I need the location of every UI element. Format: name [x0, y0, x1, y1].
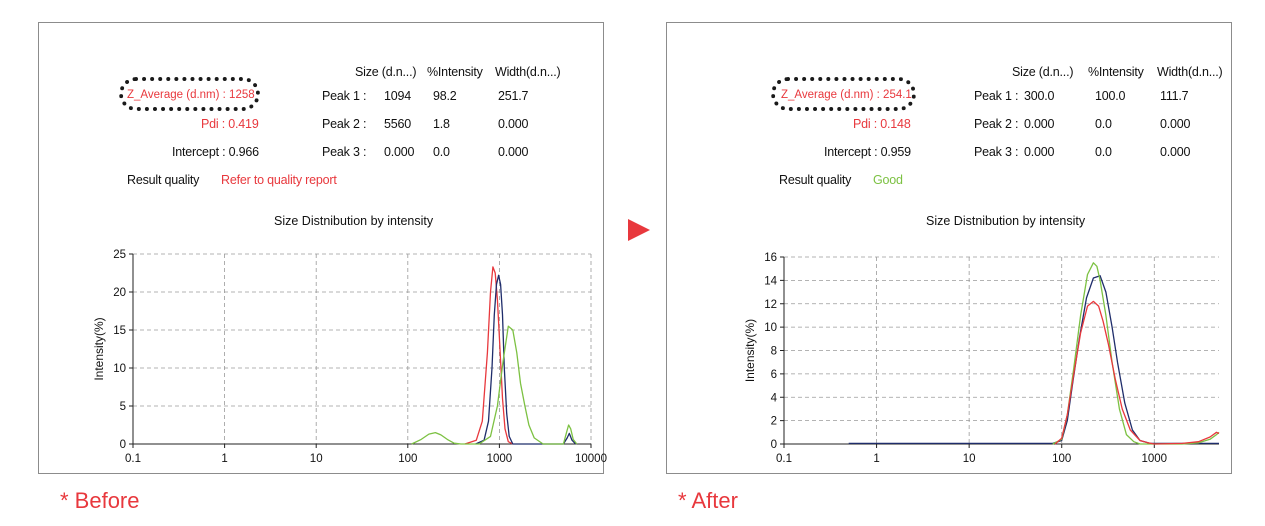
x-tick-label: 1000 [1141, 453, 1167, 465]
series-line-3 [411, 325, 578, 445]
peak-3-width: 0.000 [1160, 145, 1191, 159]
x-tick-label: 100 [1052, 453, 1071, 465]
series-line-2 [475, 274, 577, 445]
result-quality-value: Refer to quality report [221, 173, 337, 187]
peak-1-label: Peak 1 : [974, 89, 1019, 103]
x-tick-label: 10 [963, 453, 976, 465]
peak-2-width: 0.000 [1160, 117, 1191, 131]
peak-3-intensity: 0.0 [433, 145, 450, 159]
x-tick-label: 1 [221, 453, 227, 465]
column-header-size: Size (d.n...) [355, 65, 417, 79]
caption-before: * Before [60, 488, 140, 513]
peak-1-label: Peak 1 : [322, 89, 367, 103]
series-line-3 [1054, 300, 1220, 445]
size-distribution-chart-before: 0 5 10 15 20 25 0.1 1 10 100 1000 10000 Intensity(%) [92, 249, 607, 465]
series-line-1 [464, 266, 514, 445]
column-header-intensity: %Intensity [1088, 65, 1144, 79]
chart-title: Size Distnibution by intensity [926, 214, 1086, 228]
peak-2-size: 0.000 [1024, 117, 1055, 131]
peak-3-width: 0.000 [498, 145, 529, 159]
peak-2-size: 5560 [384, 117, 412, 131]
y-tick-label: 5 [120, 401, 126, 413]
y-tick-label: 12 [764, 299, 777, 311]
before-panel: Size (d.n...) %Intensity Width(d.n...) Z… [38, 22, 607, 474]
y-axis-label: Intensity(%) [92, 317, 106, 380]
x-tick-label: 0.1 [776, 453, 792, 465]
x-tick-label: 10 [310, 453, 323, 465]
intercept-value: Intercept : 0.959 [824, 145, 911, 159]
peak-1-intensity: 98.2 [433, 89, 457, 103]
x-tick-label: 1 [873, 453, 879, 465]
z-average-value: Z_Average (d.nm) : 1258 [127, 89, 255, 101]
z-average-highlight [119, 77, 260, 111]
column-header-intensity: %Intensity [427, 65, 483, 79]
peak-3-size: 0.000 [1024, 145, 1055, 159]
series-line-1 [848, 275, 1219, 445]
y-tick-label: 15 [113, 325, 126, 337]
y-tick-label: 25 [113, 249, 126, 261]
peak-3-size: 0.000 [384, 145, 415, 159]
y-tick-label: 8 [771, 346, 777, 358]
z-average-value: Z_Average (d.nm) : 254.1 [781, 89, 912, 101]
y-tick-label: 16 [764, 252, 777, 264]
peak-2-label: Peak 2 : [974, 117, 1019, 131]
peak-2-intensity: 0.0 [1095, 117, 1112, 131]
peak-3-intensity: 0.0 [1095, 145, 1112, 159]
y-tick-label: 14 [764, 275, 777, 287]
peak-2-intensity: 1.8 [433, 117, 450, 131]
column-header-width: Width(d.n...) [495, 65, 561, 79]
peak-1-size: 300.0 [1024, 89, 1055, 103]
x-tick-label: 0.1 [125, 453, 141, 465]
y-tick-label: 0 [120, 439, 126, 451]
size-distribution-chart-after: 0 2 4 6 8 10 12 14 16 0.1 1 10 100 1000 Intensity(%) [743, 252, 1220, 465]
result-quality-label: Result quality [779, 173, 852, 187]
x-tick-label: 10000 [575, 453, 607, 465]
peak-2-width: 0.000 [498, 117, 529, 131]
y-tick-label: 2 [771, 416, 777, 428]
peak-1-width: 111.7 [1160, 89, 1189, 103]
peak-3-label: Peak 3 : [322, 145, 367, 159]
peak-2-label: Peak 2 : [322, 117, 367, 131]
after-panel: Size (d.n...) %Intensity Width(d.n...) Z… [666, 22, 1232, 474]
chart-title: Size Distnibution by intensity [274, 214, 434, 228]
x-tick-label: 1000 [487, 453, 513, 465]
y-tick-label: 6 [771, 369, 777, 381]
y-axis-label: Intensity(%) [743, 319, 757, 382]
y-tick-label: 10 [113, 363, 126, 375]
result-quality-label: Result quality [127, 173, 200, 187]
y-tick-label: 10 [764, 322, 777, 334]
y-tick-label: 20 [113, 287, 126, 299]
y-tick-label: 0 [771, 439, 777, 451]
peak-3-label: Peak 3 : [974, 145, 1019, 159]
intercept-value: Intercept : 0.966 [172, 145, 259, 159]
peak-1-width: 251.7 [498, 89, 529, 103]
peak-1-intensity: 100.0 [1095, 89, 1126, 103]
pdi-value: Pdi : 0.419 [201, 117, 259, 131]
column-header-size: Size (d.n...) [1012, 65, 1074, 79]
pdi-value: Pdi : 0.148 [853, 117, 911, 131]
peak-1-size: 1094 [384, 89, 412, 103]
z-average-highlight [771, 77, 916, 111]
y-tick-label: 4 [771, 392, 778, 404]
x-tick-label: 100 [398, 453, 417, 465]
result-quality-value: Good [873, 173, 903, 187]
arrow-right-icon [628, 219, 650, 241]
caption-after: * After [678, 488, 738, 513]
column-header-width: Width(d.n...) [1157, 65, 1223, 79]
